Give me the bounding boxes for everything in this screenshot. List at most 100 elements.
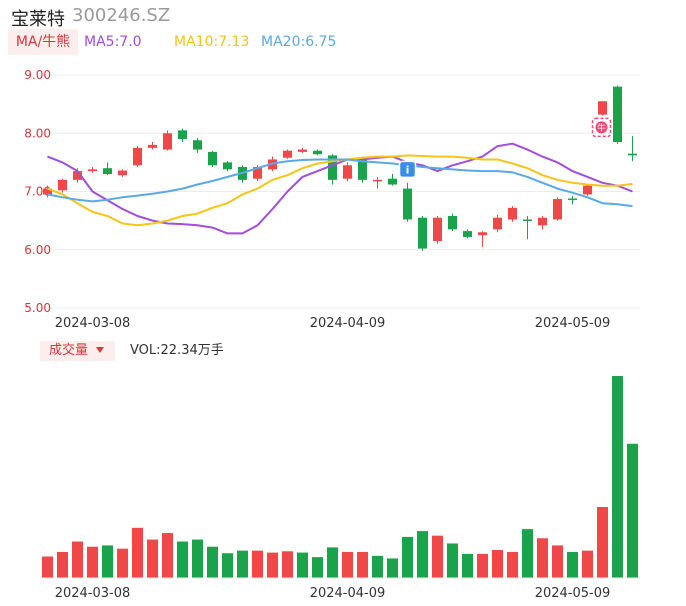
volume-bar: [192, 539, 203, 578]
stock-code: 300246.SZ: [72, 5, 171, 26]
candle-body: [433, 217, 442, 242]
volume-bar: [357, 551, 368, 578]
candle-body: [298, 149, 307, 152]
volume-bar: [87, 546, 98, 578]
volume-bar: [102, 545, 113, 578]
volume-bar: [267, 552, 278, 578]
candle-body: [583, 185, 592, 195]
volume-bar: [132, 527, 143, 578]
volume-bar: [552, 545, 563, 578]
volume-date-label: 2024-05-09: [535, 586, 611, 601]
ma-indicator-selector[interactable]: MA/牛熊: [8, 29, 78, 55]
candle-body: [103, 168, 112, 175]
candle-body: [613, 86, 622, 142]
candle-body: [73, 171, 82, 180]
volume-bar: [57, 551, 68, 578]
candle-body: [223, 162, 232, 170]
ma5-legend-label: MA5:7.0: [84, 34, 142, 50]
volume-legend: 成交量 VOL:22.34万手: [40, 341, 290, 361]
volume-bar: [567, 551, 578, 578]
volume-bar: [147, 539, 158, 578]
price-tick-label: 9.00: [24, 68, 51, 82]
price-tick-label: 7.00: [24, 185, 51, 199]
volume-bar: [162, 533, 173, 578]
volume-bar: [432, 535, 443, 578]
volume-bar: [387, 558, 398, 578]
volume-bar: [42, 556, 53, 578]
candle-body: [313, 150, 322, 155]
ma10-legend-label: MA10:7.13: [174, 34, 250, 50]
volume-bar: [462, 553, 473, 578]
candle-body: [538, 217, 547, 226]
volume-bar: [312, 557, 323, 578]
volume-bar: [297, 552, 308, 578]
candle-body: [598, 101, 607, 115]
volume-bar: [252, 550, 263, 578]
ma5-line: [47, 142, 633, 235]
candle-body: [343, 165, 352, 179]
volume-bar: [507, 551, 518, 578]
candle-body: [373, 179, 382, 182]
info-icon-glyph: i: [406, 163, 410, 176]
candle-body: [358, 159, 367, 180]
candle-body: [88, 169, 97, 172]
candle-body: [568, 198, 577, 200]
volume-bar: [492, 549, 503, 578]
volume-bar: [372, 555, 383, 578]
volume-bar: [477, 553, 488, 578]
candle-body: [178, 130, 187, 140]
candle-body: [463, 231, 472, 237]
volume-bar: [237, 550, 248, 578]
candle-body: [388, 178, 397, 185]
volume-bar: [117, 548, 128, 578]
price-tick-label: 5.00: [24, 301, 51, 315]
bull-icon: [595, 121, 608, 134]
candle-body: [208, 151, 217, 166]
candle-body: [493, 217, 502, 230]
candle-body: [403, 188, 412, 220]
volume-date-label: 2024-04-09: [310, 586, 386, 601]
dropdown-arrow-icon: [96, 347, 104, 353]
price-date-label: 2024-03-08: [55, 316, 131, 331]
candle-body: [118, 170, 127, 176]
candle-body: [163, 133, 172, 150]
price-date-label: 2024-05-09: [535, 316, 611, 331]
volume-bar: [342, 551, 353, 578]
bull-icon-glyph: 牛: [597, 122, 606, 134]
candle-body: [193, 140, 202, 150]
candle-body: [148, 144, 157, 148]
volume-bar: [207, 546, 218, 578]
ma20-line: [47, 158, 633, 208]
volume-bar: [282, 551, 293, 578]
price-date-label: 2024-04-09: [310, 316, 386, 331]
candle-body: [523, 219, 532, 221]
info-icon: [398, 160, 417, 179]
volume-bar: [522, 529, 533, 578]
volume-selector-label: 成交量: [49, 343, 89, 358]
candle-body: [508, 207, 517, 220]
volume-date-label: 2024-03-08: [55, 586, 131, 601]
volume-value: VOL:22.34万手: [130, 343, 224, 358]
volume-indicator-selector[interactable]: 成交量: [40, 341, 115, 361]
candle-body: [43, 188, 52, 195]
candle-body: [628, 153, 637, 156]
price-tick-label: 6.00: [24, 243, 51, 257]
price-tick-label: 8.00: [24, 126, 51, 140]
volume-bar: [627, 443, 638, 578]
candle-body: [133, 147, 142, 166]
candle-body: [553, 199, 562, 220]
candle-body: [448, 215, 457, 230]
volume-bar: [612, 376, 623, 578]
bull-marker-frame: [591, 117, 612, 138]
candle-body: [58, 179, 67, 191]
volume-bar: [447, 543, 458, 578]
volume-bar: [222, 553, 233, 578]
volume-bar: [582, 550, 593, 578]
volume-bar: [402, 536, 413, 578]
candle-body: [328, 155, 337, 180]
volume-bar: [327, 547, 338, 578]
ma20-legend-label: MA20:6.75: [261, 34, 337, 50]
volume-bar: [417, 531, 428, 578]
volume-bar: [177, 541, 188, 578]
